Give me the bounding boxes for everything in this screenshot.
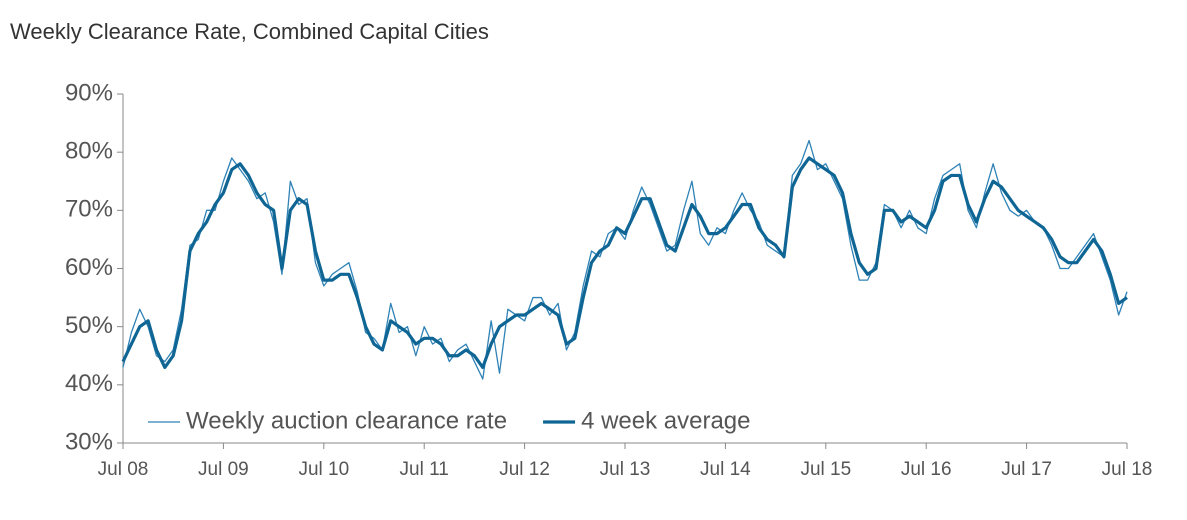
x-tick-label: Jul 08 — [98, 459, 149, 480]
chart-title: Weekly Clearance Rate, Combined Capital … — [10, 19, 489, 44]
y-tick-label: 90% — [65, 79, 113, 106]
x-tick-label: Jul 14 — [700, 459, 751, 480]
x-tick-label: Jul 10 — [298, 459, 349, 480]
x-tick-label: Jul 12 — [499, 459, 550, 480]
x-tick-label: Jul 17 — [1001, 459, 1052, 480]
y-tick-label: 60% — [65, 254, 113, 281]
y-tick-label: 40% — [65, 370, 113, 397]
y-tick-label: 30% — [65, 428, 113, 455]
line-series — [121, 156, 1128, 369]
y-tick-label: 80% — [65, 138, 113, 165]
y-tick-label: 70% — [65, 196, 113, 223]
legend-label: 4 week average — [581, 407, 750, 434]
x-tick-label: Jul 16 — [901, 459, 952, 480]
x-tick-label: Jul 11 — [400, 459, 449, 480]
x-tick-label: Jul 13 — [600, 459, 651, 480]
x-tick-label: Jul 09 — [198, 459, 249, 480]
line-series — [122, 139, 1128, 380]
y-tick-label: 50% — [65, 312, 113, 339]
x-tick-label: Jul 15 — [800, 459, 851, 480]
x-tick-label: Jul 18 — [1102, 459, 1153, 480]
legend-label: Weekly auction clearance rate — [186, 407, 507, 434]
